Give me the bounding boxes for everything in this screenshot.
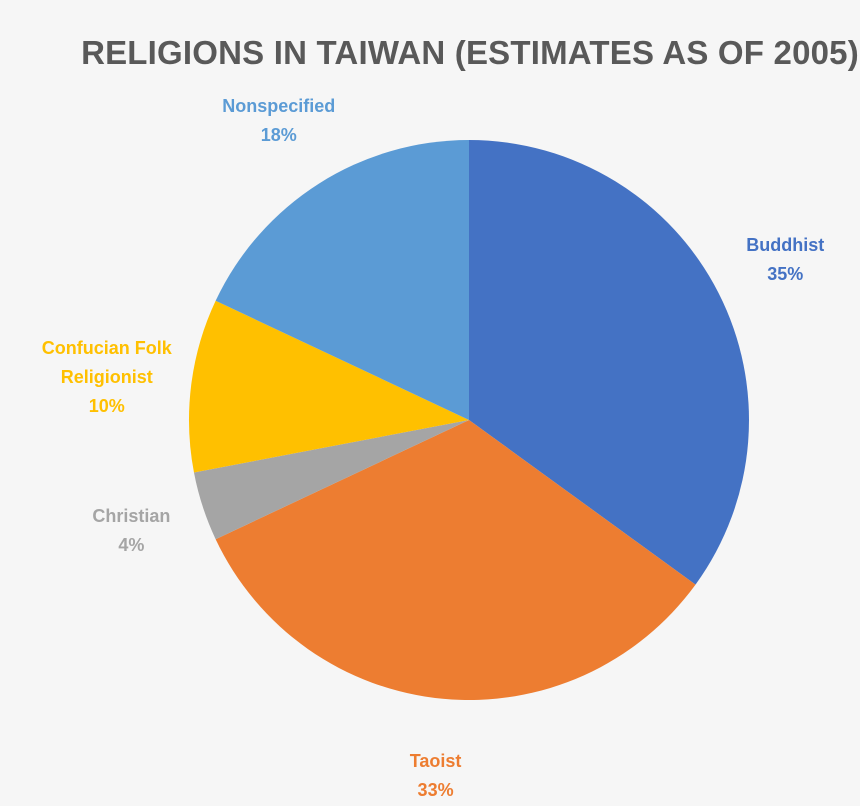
pie-slice-taoist [215, 420, 696, 701]
slice-value-label: 33% [417, 780, 454, 801]
pie-slice-buddhist [469, 140, 750, 585]
slice-category-label: Confucian Folk [41, 337, 172, 358]
slice-label-confucian-folk-religionist: Confucian Folk Religionist 10% [42, 334, 172, 421]
slice-category-label: Nonspecified [222, 96, 336, 117]
slice-value-label: 4% [118, 534, 145, 555]
slice-value-label: 10% [88, 395, 125, 416]
slice-category-label: Christian [92, 505, 171, 526]
slice-value-label: 35% [767, 263, 804, 284]
slice-label-christian: Christian 4% [92, 502, 170, 560]
pie-slice-nonspecified [215, 140, 469, 420]
slice-value-label: 18% [260, 125, 297, 146]
slice-category-label: Buddhist [746, 234, 825, 255]
slice-label-taoist: Taoist 33% [410, 747, 462, 805]
slice-label-nonspecified: Nonspecified 18% [222, 92, 335, 150]
pie-slice-christian [193, 420, 469, 540]
slice-category-label: Religionist [60, 366, 153, 387]
chart-title: RELIGIONS IN TAIWAN (ESTIMATES AS OF 200… [81, 34, 859, 71]
slice-category-label: Taoist [409, 751, 462, 772]
pie-slice-confucian-folk-religionist [189, 300, 469, 473]
slice-label-buddhist: Buddhist 35% [746, 231, 824, 289]
